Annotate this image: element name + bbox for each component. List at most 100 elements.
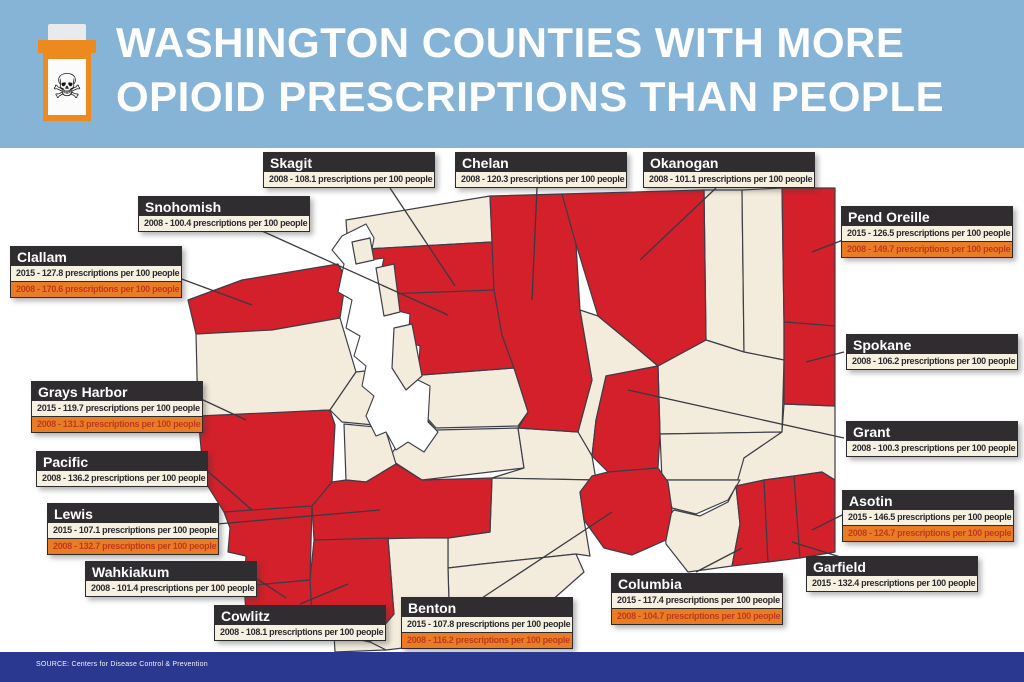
- county-shape-ferry: [703, 189, 745, 353]
- leader-line-grant: [627, 389, 845, 439]
- county-shape-kitsap: [391, 323, 423, 391]
- county-stat-2015: 2015 - 146.5 prescriptions per 100 peopl…: [842, 510, 1014, 526]
- label-grays-harbor: Grays Harbor 2015 - 119.7 prescriptions …: [31, 381, 203, 433]
- leader-line-benton: [481, 511, 613, 599]
- county-stat-2008: 2008 - 170.6 prescriptions per 100 peopl…: [10, 282, 182, 298]
- county-stat-2008: 2008 - 124.7 prescriptions per 100 peopl…: [842, 526, 1014, 542]
- county-shape-island: [375, 263, 401, 317]
- label-spokane: Spokane 2008 - 106.2 prescriptions per 1…: [846, 334, 1018, 370]
- county-shape-benton: [579, 467, 673, 556]
- leader-line-wahkiakum: [255, 577, 287, 599]
- poster-title: WASHINGTON COUNTIES WITH MORE OPIOID PRE…: [116, 16, 944, 124]
- county-shape-clallam: [187, 263, 347, 335]
- leader-line-skagit: [389, 187, 456, 287]
- leader-line-grays-harbor: [200, 398, 247, 421]
- pill-label: ☠: [48, 59, 86, 115]
- skull-crossbones-icon: ☠: [51, 68, 83, 106]
- leader-line-columbia: [695, 547, 743, 573]
- county-name: Cowlitz: [214, 605, 386, 625]
- county-stat-2015: 2015 - 117.4 prescriptions per 100 peopl…: [611, 593, 783, 609]
- label-chelan: Chelan 2008 - 120.3 prescriptions per 10…: [455, 152, 627, 188]
- county-stat-2015: 2015 - 132.4 prescriptions per 100 peopl…: [806, 576, 978, 592]
- county-stat-2015: 2015 - 126.5 prescriptions per 100 peopl…: [841, 226, 1013, 242]
- county-stat-2008: 2008 - 120.3 prescriptions per 100 peopl…: [455, 172, 627, 188]
- county-shape-lewis: [311, 463, 493, 541]
- label-asotin: Asotin 2015 - 146.5 prescriptions per 10…: [842, 490, 1014, 542]
- label-snohomish: Snohomish 2008 - 100.4 prescriptions per…: [138, 196, 310, 232]
- county-name: Snohomish: [138, 196, 310, 216]
- label-pend-oreille: Pend Oreille 2015 - 126.5 prescriptions …: [841, 206, 1013, 258]
- county-name: Grant: [846, 421, 1018, 441]
- county-stat-2008: 2008 - 101.4 prescriptions per 100 peopl…: [85, 581, 257, 597]
- county-shape-okanogan: [561, 189, 707, 367]
- county-stat-2008: 2008 - 136.2 prescriptions per 100 peopl…: [36, 471, 208, 487]
- label-clallam: Clallam 2015 - 127.8 prescriptions per 1…: [10, 246, 182, 298]
- label-okanogan: Okanogan 2008 - 101.1 prescriptions per …: [643, 152, 815, 188]
- label-garfield: Garfield 2015 - 132.4 prescriptions per …: [806, 556, 978, 592]
- puget-sound-water: [331, 223, 439, 453]
- county-name: Columbia: [611, 573, 783, 593]
- county-stat-2008: 2008 - 104.7 prescriptions per 100 peopl…: [611, 609, 783, 625]
- leader-line-asotin: [811, 514, 843, 531]
- county-stat-2015: 2015 - 119.7 prescriptions per 100 peopl…: [31, 401, 203, 417]
- leader-line-pend-oreille: [811, 239, 844, 253]
- county-name: Garfield: [806, 556, 978, 576]
- county-stat-2008: 2008 - 132.7 prescriptions per 100 peopl…: [47, 539, 219, 555]
- county-stat-2008: 2008 - 106.2 prescriptions per 100 peopl…: [846, 354, 1018, 370]
- footer-band: SOURCE: Centers for Disease Control & Pr…: [0, 652, 1024, 682]
- county-shape-columbia: [731, 479, 769, 567]
- label-skagit: Skagit 2008 - 108.1 prescriptions per 10…: [263, 152, 435, 188]
- county-stat-2008: 2008 - 149.7 prescriptions per 100 peopl…: [841, 242, 1013, 258]
- county-name: Grays Harbor: [31, 381, 203, 401]
- county-shape-san-juan: [351, 237, 375, 265]
- leader-line-lewis: [216, 509, 381, 525]
- leader-line-spokane: [805, 351, 845, 363]
- title-line-1: WASHINGTON COUNTIES WITH MORE: [116, 19, 905, 66]
- label-lewis: Lewis 2015 - 107.1 prescriptions per 100…: [47, 503, 219, 555]
- county-name: Skagit: [263, 152, 435, 172]
- county-stat-2015: 2015 - 107.8 prescriptions per 100 peopl…: [401, 617, 573, 633]
- pill-body-icon: ☠: [43, 53, 91, 121]
- leader-line-pacific: [203, 467, 253, 511]
- county-name: Lewis: [47, 503, 219, 523]
- label-pacific: Pacific 2008 - 136.2 prescriptions per 1…: [36, 451, 208, 487]
- county-name: Benton: [401, 597, 573, 617]
- leader-line-okanogan: [639, 187, 717, 261]
- county-name: Okanogan: [643, 152, 815, 172]
- county-name: Asotin: [842, 490, 1014, 510]
- label-wahkiakum: Wahkiakum 2008 - 101.4 prescriptions per…: [85, 561, 257, 597]
- county-shape-spokane: [783, 321, 836, 407]
- county-stat-2008: 2008 - 101.1 prescriptions per 100 peopl…: [643, 172, 815, 188]
- leader-line-chelan: [531, 187, 538, 301]
- label-benton: Benton 2015 - 107.8 prescriptions per 10…: [401, 597, 573, 649]
- county-name: Clallam: [10, 246, 182, 266]
- county-shape-stevens: [741, 187, 785, 361]
- pill-cap-icon: [48, 24, 86, 40]
- leader-line-cowlitz: [299, 583, 349, 605]
- county-stat-2008: 2008 - 108.1 prescriptions per 100 peopl…: [263, 172, 435, 188]
- county-stat-2008: 2008 - 108.1 prescriptions per 100 peopl…: [214, 625, 386, 641]
- leader-line-clallam: [178, 277, 253, 306]
- county-name: Pend Oreille: [841, 206, 1013, 226]
- label-cowlitz: Cowlitz 2008 - 108.1 prescriptions per 1…: [214, 605, 386, 641]
- county-stat-2008: 2008 - 100.3 prescriptions per 100 peopl…: [846, 441, 1018, 457]
- county-stat-2015: 2015 - 107.1 prescriptions per 100 peopl…: [47, 523, 219, 539]
- county-name: Wahkiakum: [85, 561, 257, 581]
- county-shape-grays-harbor: [197, 409, 336, 513]
- source-credit: SOURCE: Centers for Disease Control & Pr…: [36, 661, 208, 668]
- pill-cap-rim-icon: [38, 40, 96, 53]
- label-grant: Grant 2008 - 100.3 prescriptions per 100…: [846, 421, 1018, 457]
- county-name: Chelan: [455, 152, 627, 172]
- header-band: ☠ WASHINGTON COUNTIES WITH MORE OPIOID P…: [0, 0, 1024, 148]
- county-stat-2008: 2008 - 131.3 prescriptions per 100 peopl…: [31, 417, 203, 433]
- county-shape-pend-oreille: [781, 187, 836, 327]
- county-stat-2015: 2015 - 127.8 prescriptions per 100 peopl…: [10, 266, 182, 282]
- label-columbia: Columbia 2015 - 117.4 prescriptions per …: [611, 573, 783, 625]
- title-line-2: OPIOID PRESCRIPTIONS THAN PEOPLE: [116, 73, 945, 120]
- county-stat-2008: 2008 - 100.4 prescriptions per 100 peopl…: [138, 216, 310, 232]
- county-name: Spokane: [846, 334, 1018, 354]
- county-stat-2008: 2008 - 116.2 prescriptions per 100 peopl…: [401, 633, 573, 649]
- leader-line-snohomish: [261, 230, 449, 316]
